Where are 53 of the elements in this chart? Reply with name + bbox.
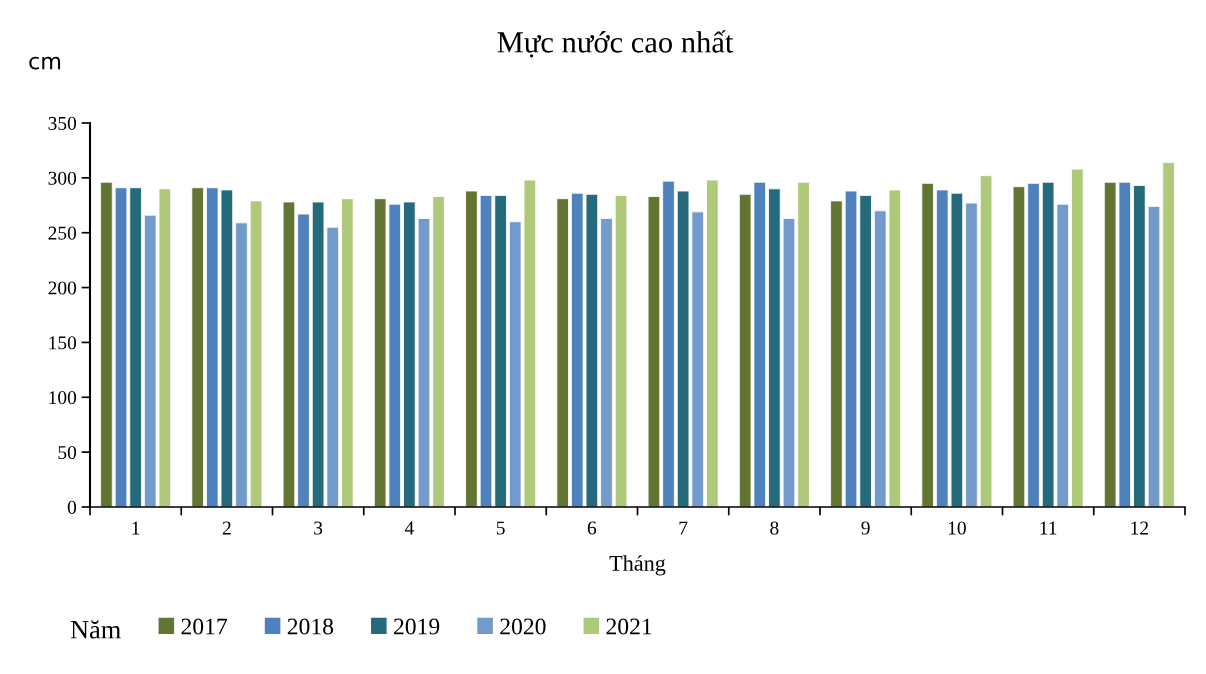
x-tick-label: 2 [222, 521, 231, 535]
y-tick-label: 150 [49, 336, 77, 350]
y-tick-label: 50 [58, 445, 77, 460]
x-tick-label: 7 [679, 521, 688, 535]
legend-label: 2021 [606, 618, 652, 635]
bar [965, 202, 978, 507]
bar [647, 196, 661, 507]
bar [556, 198, 569, 507]
bar [432, 196, 445, 507]
y-tick-label: 300 [48, 171, 77, 185]
y-tick-label: 100 [49, 391, 77, 405]
bar [600, 218, 613, 507]
x-tick-label: 12 [1131, 521, 1149, 535]
bar [282, 201, 296, 507]
bar [706, 179, 719, 507]
bar [249, 200, 263, 507]
legend-title: Năm [70, 620, 121, 639]
y-tick-label: 350 [48, 116, 77, 130]
bar [797, 181, 810, 507]
bar [297, 213, 310, 507]
x-axis-title: Tháng [609, 555, 666, 576]
y-tick-label: 0 [67, 500, 77, 514]
legend-label: 2019 [394, 618, 440, 635]
x-tick-label: 5 [496, 521, 505, 535]
legend-label: 2017 [181, 618, 228, 635]
bar [100, 181, 113, 507]
bar [662, 180, 675, 507]
bar [1071, 168, 1084, 507]
x-tick-label: 9 [861, 521, 870, 535]
x-tick-label: 6 [587, 521, 597, 535]
x-tick-label: 8 [770, 521, 779, 535]
bar [191, 187, 204, 507]
bar [1027, 182, 1040, 507]
chart-title: Mực nước cao nhất [497, 30, 734, 58]
bar [921, 182, 934, 507]
bar [1162, 162, 1175, 507]
x-tick-label: 3 [314, 521, 323, 535]
bar [1012, 186, 1026, 507]
bar [614, 194, 628, 507]
y-axis-title: cm [29, 56, 61, 70]
bar [465, 190, 478, 507]
legend-label: 2020 [500, 618, 546, 635]
x-tick-label: 10 [948, 521, 966, 535]
x-tick-label: 4 [404, 521, 414, 535]
bar [979, 175, 993, 507]
y-tick-label: 200 [48, 281, 77, 295]
bar [830, 200, 843, 507]
bar [341, 198, 354, 507]
x-tick-label: 11 [1040, 521, 1057, 535]
x-tick-label: 1 [132, 521, 140, 535]
legend-label: 2018 [287, 618, 334, 635]
y-tick-label: 250 [48, 226, 77, 240]
bar [235, 222, 248, 507]
